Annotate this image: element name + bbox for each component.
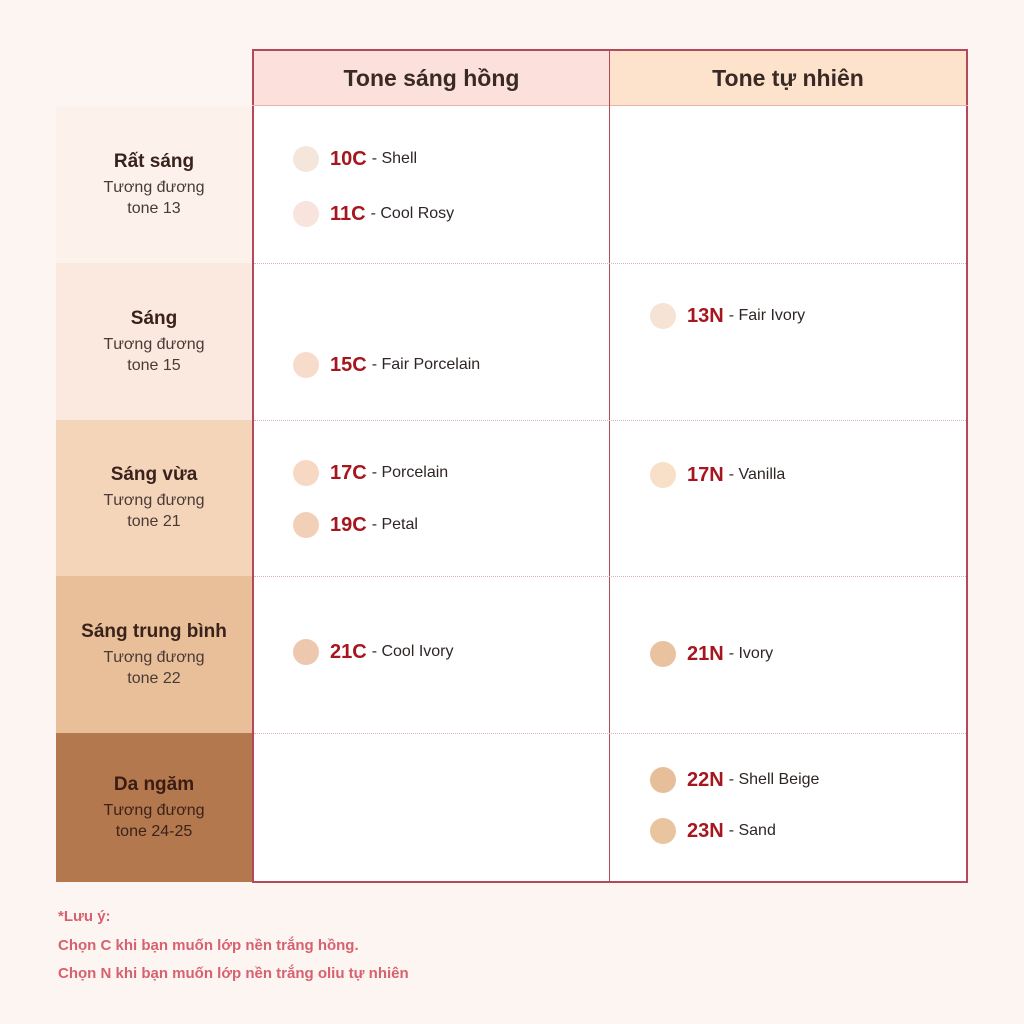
row-level: Sáng trung bình [81, 620, 227, 642]
row-divider [254, 576, 966, 577]
shade-swatch [293, 201, 319, 227]
row-equivalent: Tương đương [103, 178, 205, 196]
row-tone: tone 13 [127, 199, 181, 217]
shade-name: - Porcelain [371, 464, 449, 481]
column-divider [609, 49, 610, 883]
shade-name: - Petal [371, 516, 418, 533]
shade-item-21c: 21C - Cool Ivory [293, 638, 454, 666]
shade-code: 17N [687, 463, 724, 486]
shade-name: - Ivory [728, 645, 774, 662]
shade-table-body [252, 106, 968, 883]
row-tone: tone 24-25 [115, 822, 193, 840]
shade-item-17c: 17C - Porcelain [293, 459, 448, 487]
shade-code: 22N [687, 768, 724, 791]
shade-swatch [293, 512, 319, 538]
shade-swatch [293, 352, 319, 378]
row-level: Sáng [130, 307, 178, 329]
shade-name: - Vanilla [728, 466, 786, 483]
shade-swatch [293, 639, 319, 665]
row-equivalent: Tương đương [103, 801, 205, 819]
shade-name: - Shell [371, 150, 418, 167]
row-tone: tone 21 [127, 513, 181, 530]
row-equivalent: Tương đương [103, 492, 205, 509]
shade-code: 13N [687, 304, 724, 327]
row-divider [254, 263, 966, 264]
shade-name: - Shell Beige [728, 771, 820, 788]
row-label-light: Sáng Tương đương tone 15 [56, 263, 252, 420]
header-divider [252, 105, 968, 106]
shade-code: 21N [687, 642, 724, 665]
row-level: Rất sáng [113, 150, 195, 172]
shade-swatch [650, 818, 676, 844]
shade-swatch [650, 303, 676, 329]
note-c-tone: Chọn C khi bạn muốn lớp nền trắng hồng. [58, 937, 359, 954]
note-n-tone: Chọn N khi bạn muốn lớp nền trắng oliu t… [58, 965, 409, 982]
row-level: Da ngăm [113, 773, 195, 795]
row-tone: tone 15 [127, 356, 181, 374]
shade-item-23n: 23N - Sand [650, 817, 776, 845]
row-label-medium: Sáng trung bình Tương đương tone 22 [56, 576, 252, 733]
row-label-very-light: Rất sáng Tương đương tone 13 [56, 106, 252, 263]
column-header-pink-tone: Tone sáng hồng [252, 49, 610, 106]
shade-code: 21C [330, 640, 367, 663]
shade-swatch [293, 146, 319, 172]
shade-name: - Fair Ivory [728, 307, 806, 324]
shade-code: 15C [330, 353, 367, 376]
shade-code: 11C [330, 202, 366, 225]
shade-item-10c: 10C - Shell [293, 145, 417, 173]
shade-swatch [293, 460, 319, 486]
shade-name: - Cool Rosy [370, 205, 455, 222]
note-title: *Lưu ý: [58, 908, 111, 925]
shade-name: - Cool Ivory [371, 643, 454, 660]
row-equivalent: Tương đương [103, 648, 205, 666]
shade-swatch [650, 641, 676, 667]
column-header-natural-label: Tone tự nhiên [712, 65, 864, 91]
row-divider [254, 733, 966, 734]
shade-code: 17C [330, 461, 367, 484]
column-header-natural-tone: Tone tự nhiên [610, 49, 968, 106]
shade-item-15c: 15C - Fair Porcelain [293, 351, 480, 379]
shade-name: - Sand [728, 822, 776, 839]
shade-item-11c: 11C - Cool Rosy [293, 200, 454, 228]
shade-code: 23N [687, 819, 724, 842]
shade-code: 10C [330, 147, 367, 170]
row-level: Sáng vừa [110, 464, 198, 485]
row-divider [254, 420, 966, 421]
shade-item-22n: 22N - Shell Beige [650, 766, 819, 794]
shade-code: 19C [330, 513, 367, 536]
row-tone: tone 22 [127, 669, 181, 687]
shade-swatch [650, 767, 676, 793]
shade-swatch [650, 462, 676, 488]
column-header-pink-label: Tone sáng hồng [343, 65, 520, 91]
row-label-tan: Da ngăm Tương đương tone 24-25 [56, 733, 252, 882]
shade-item-17n: 17N - Vanilla [650, 461, 785, 489]
row-label-light-medium: Sáng vừa Tương đương tone 21 [56, 420, 252, 576]
shade-item-13n: 13N - Fair Ivory [650, 302, 805, 330]
shade-name: - Fair Porcelain [371, 356, 481, 373]
row-equivalent: Tương đương [103, 335, 205, 353]
shade-item-21n: 21N - Ivory [650, 640, 773, 668]
shade-item-19c: 19C - Petal [293, 511, 418, 539]
